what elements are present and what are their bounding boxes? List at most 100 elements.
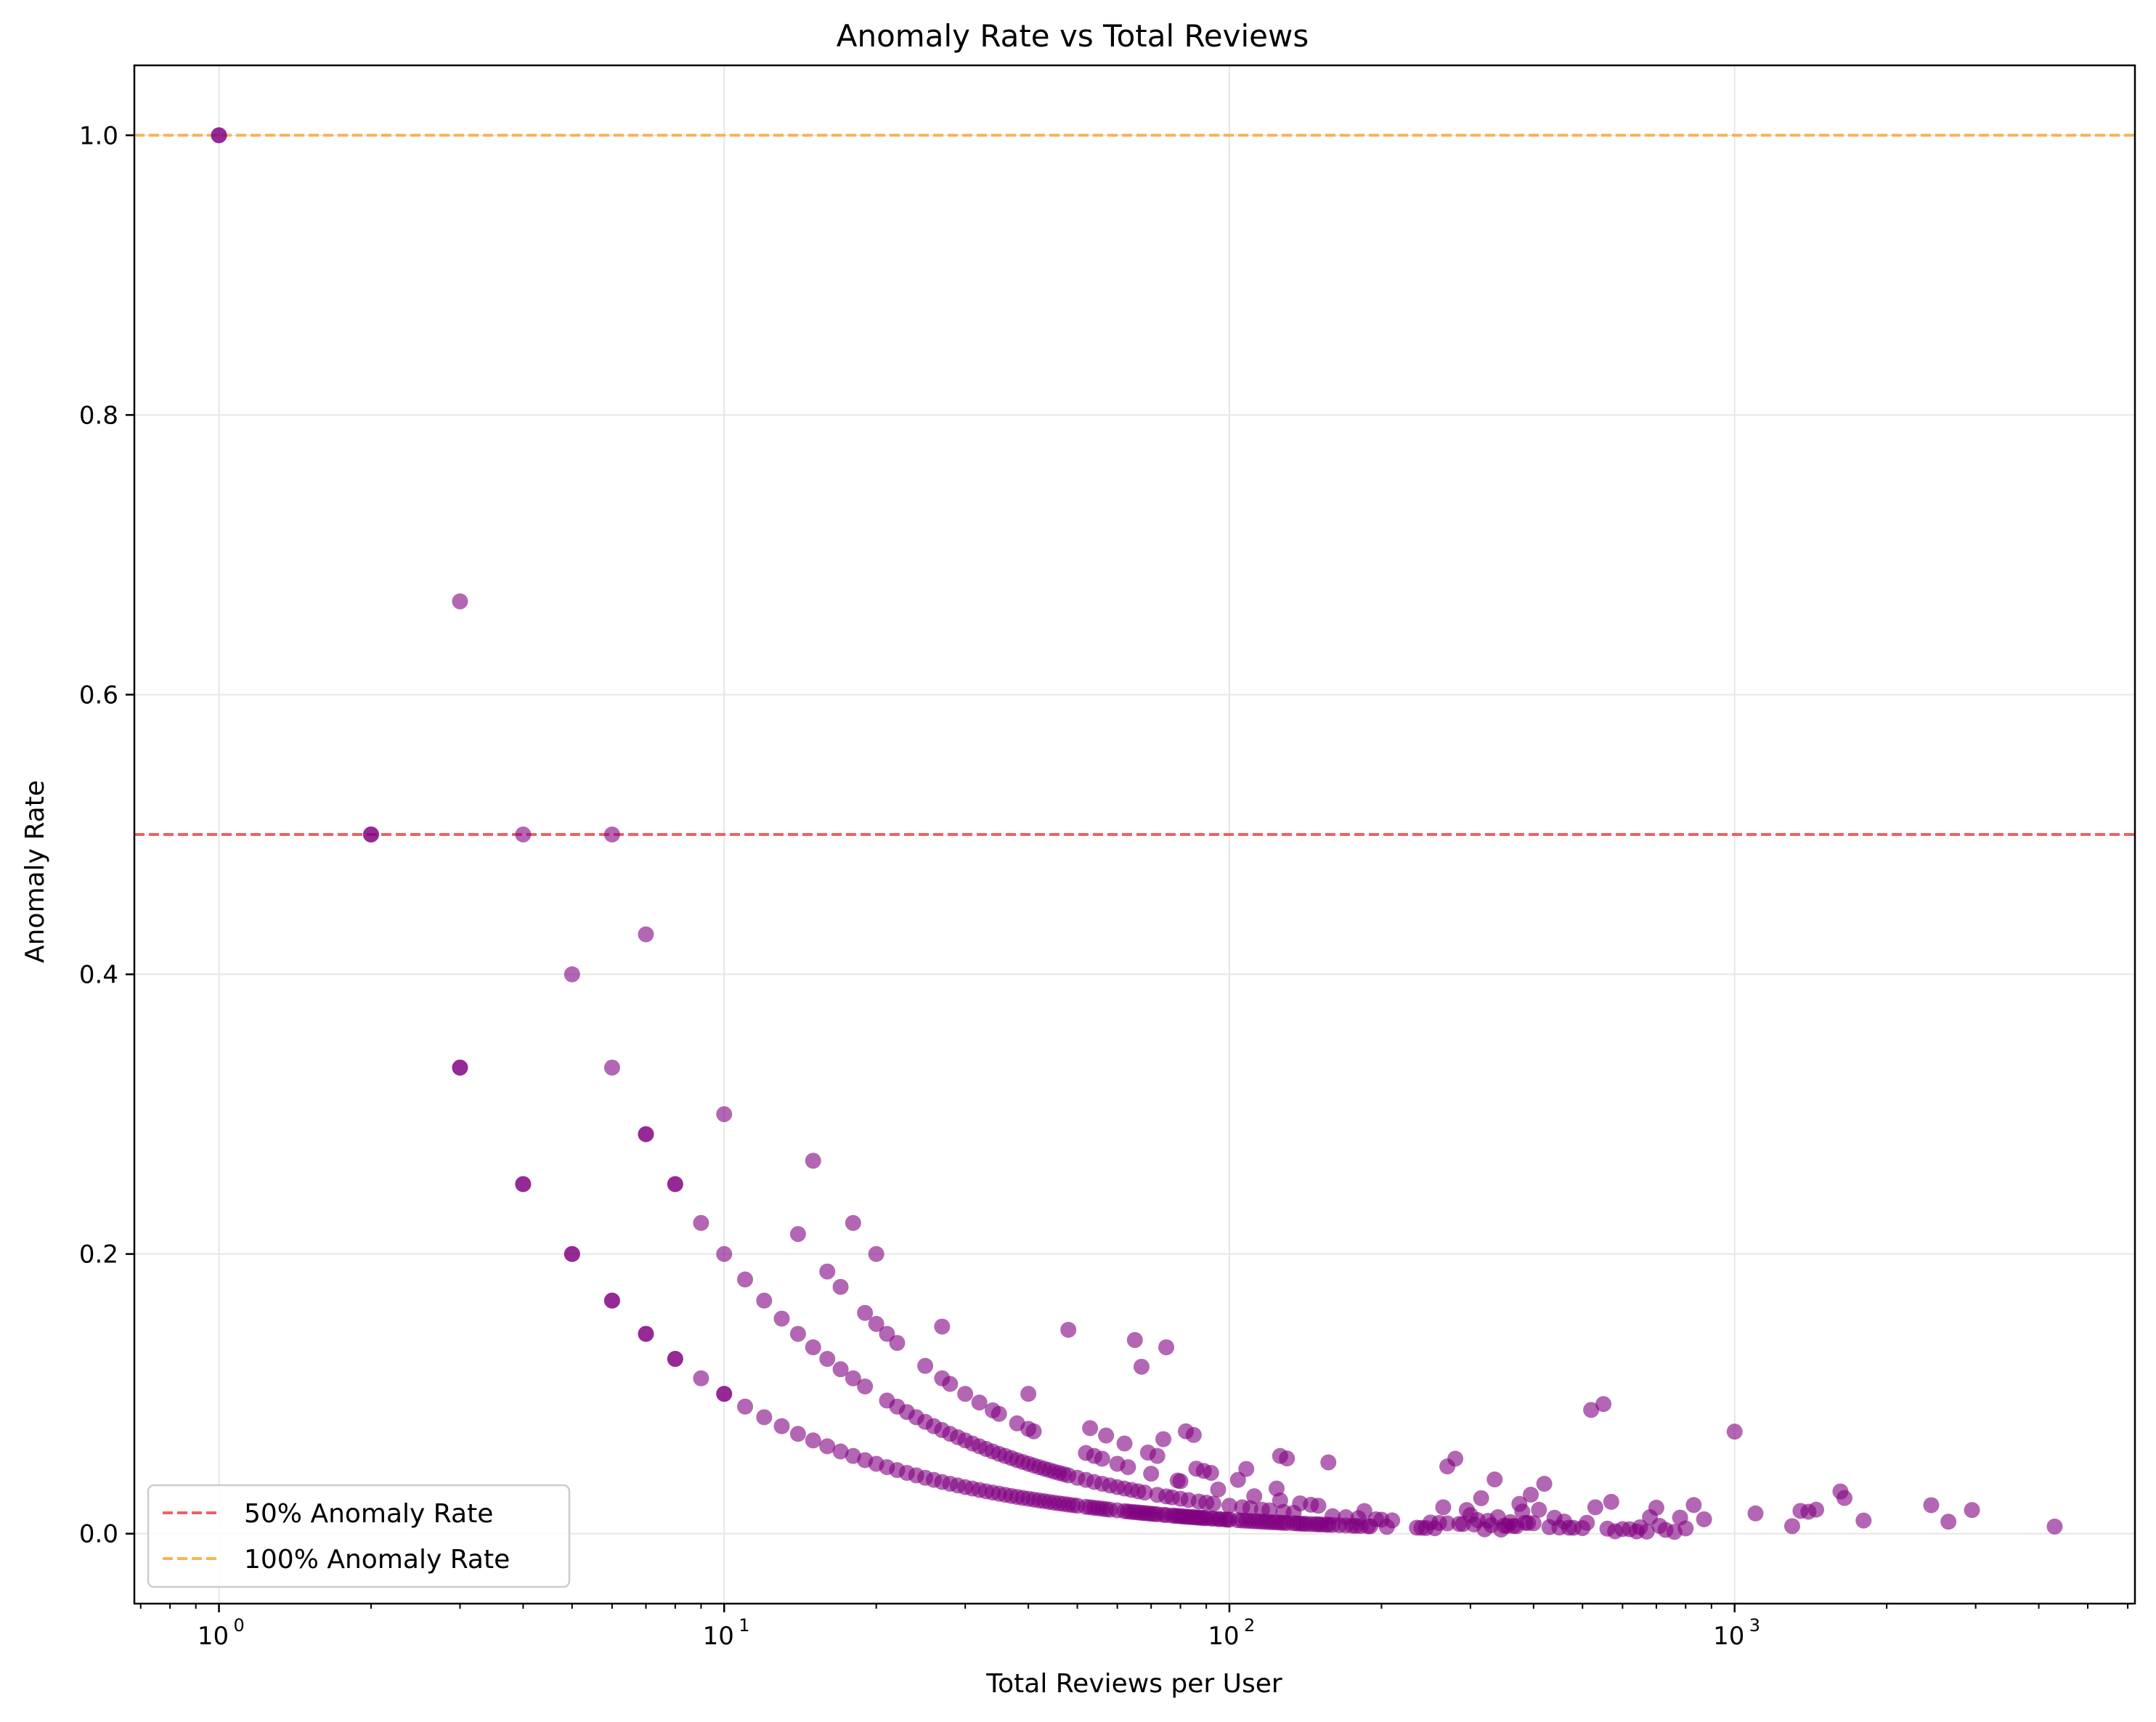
data-point [1221,1498,1237,1514]
data-point [452,1059,468,1076]
data-point [805,1432,821,1449]
data-point [1435,1499,1452,1516]
data-point [1229,1471,1246,1488]
data-point [1486,1471,1503,1488]
data-point [603,1292,620,1309]
x-axis-label: Total Reviews per User [985,1669,1282,1699]
data-point [857,1304,874,1321]
x-tick-exponent: 1 [739,1615,749,1636]
data-point [832,1443,849,1460]
data-point [789,1426,806,1442]
data-point [716,1246,733,1262]
data-point [564,966,580,983]
data-point [693,1370,709,1386]
data-point [1098,1427,1115,1444]
data-point [1210,1481,1227,1498]
data-point [1783,1518,1800,1535]
data-point [1060,1321,1077,1338]
data-point [1155,1431,1172,1447]
data-point [832,1361,849,1378]
data-point [1242,1500,1258,1516]
data-point [845,1214,861,1231]
x-tick-exponent: 0 [234,1615,245,1636]
y-tick-label: 0.6 [79,681,118,710]
data-point [1172,1473,1189,1490]
data-point [737,1398,754,1415]
data-point [1747,1505,1764,1522]
legend-box [147,1484,571,1588]
x-tick-exponent: 3 [1749,1615,1760,1636]
data-point [957,1386,974,1402]
data-point [990,1405,1007,1422]
data-point [756,1409,773,1426]
data-point [1677,1520,1694,1537]
data-point [1685,1497,1702,1514]
data-point [1279,1450,1295,1467]
data-point [805,1339,821,1356]
data-point [845,1370,861,1386]
data-point [1603,1493,1619,1510]
y-axis-ticks: 0.0 0.2 0.4 0.6 0.8 1.0 [79,121,134,1549]
legend-label-100pct: 100% Anomaly Rate [244,1545,510,1575]
x-tick-label: 10 [703,1622,734,1651]
data-point [2046,1518,2063,1535]
data-point [603,1059,620,1076]
data-point [1595,1396,1612,1413]
data-point [1536,1475,1553,1492]
data-point [1807,1501,1824,1518]
chart-title: Anomaly Rate vs Total Reviews [837,18,1309,54]
data-point [1447,1450,1464,1467]
data-points [211,127,2063,1540]
y-tick-label: 1.0 [79,121,118,150]
data-point [942,1376,959,1392]
data-point [879,1325,895,1342]
data-point [1025,1423,1042,1439]
data-point [1525,1515,1542,1532]
data-point [773,1310,790,1327]
data-point [832,1278,849,1295]
data-point [1523,1487,1539,1503]
data-point [1638,1523,1655,1540]
data-point [638,926,654,943]
data-point [857,1378,874,1394]
data-point [1384,1512,1401,1529]
data-point [603,827,620,842]
data-point [868,1315,884,1332]
data-point [789,1226,806,1243]
plot-frame [133,64,2136,1605]
data-point [819,1263,836,1280]
y-axis-label: Anomaly Rate [20,780,50,963]
data-point [1836,1490,1853,1506]
data-point [1149,1447,1166,1464]
data-point [1158,1339,1175,1356]
data-point [805,1153,821,1169]
data-point [971,1394,988,1411]
data-point [667,1176,683,1193]
data-point [1473,1490,1489,1506]
data-point [638,1126,654,1142]
data-point [756,1292,773,1309]
y-tick-label: 0.8 [79,401,118,430]
data-point [1940,1514,1957,1530]
legend-label-50pct: 50% Anomaly Rate [244,1499,493,1529]
data-point [1116,1435,1133,1452]
data-point [819,1351,836,1368]
data-point [1587,1499,1603,1516]
data-point [515,827,532,842]
x-tick-label: 10 [1208,1622,1239,1651]
data-point [934,1318,951,1335]
y-tick-label: 0.4 [79,961,118,990]
data-point [1923,1497,1940,1514]
data-point [917,1357,934,1374]
data-point [737,1271,754,1288]
data-point [868,1246,884,1262]
data-point [1439,1515,1456,1532]
y-tick-label: 0.2 [79,1240,118,1270]
x-tick-label: 10 [1713,1622,1744,1651]
data-point [1020,1386,1037,1402]
legend: 50% Anomaly Rate 100% Anomaly Rate [147,1484,571,1588]
data-point [1320,1454,1337,1471]
data-point [1696,1511,1712,1527]
